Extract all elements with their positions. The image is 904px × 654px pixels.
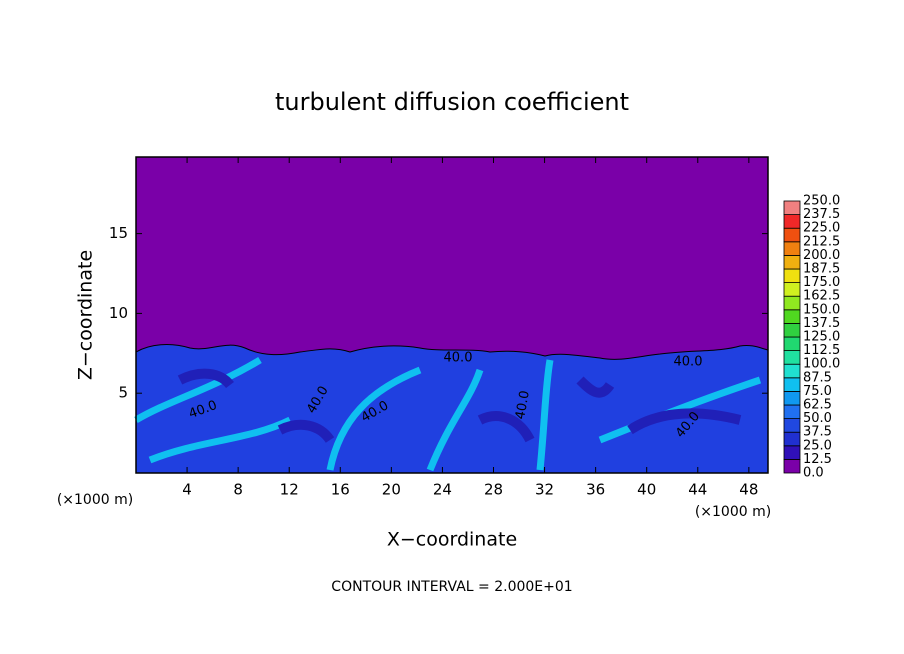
colorbar-label: 250.0 — [803, 194, 840, 209]
colorbar-box — [783, 227, 801, 243]
x-tick-label: 4 — [182, 481, 192, 499]
colorbar-box — [783, 445, 801, 460]
colorbar-box — [783, 254, 801, 270]
colorbar-box — [783, 309, 801, 324]
colorbar-label: 12.5 — [803, 452, 832, 467]
colorbar-label: 137.5 — [803, 316, 840, 331]
x-tick-label: 16 — [331, 481, 350, 499]
colorbar-box — [783, 350, 801, 365]
colorbar-box — [783, 336, 801, 352]
colorbar-box — [783, 390, 801, 406]
colorbar-box — [783, 295, 801, 311]
colorbar-label: 125.0 — [803, 330, 840, 345]
colorbar-box — [783, 268, 801, 284]
colorbar-label: 37.5 — [803, 425, 832, 440]
colorbar-box — [783, 377, 801, 392]
colorbar-label: 25.0 — [803, 438, 832, 453]
colorbar-box — [783, 214, 801, 229]
colorbar-label: 175.0 — [803, 275, 840, 290]
colorbar-label: 200.0 — [803, 248, 840, 263]
contour-field — [134, 156, 769, 474]
field-streak — [134, 356, 762, 472]
colorbar-label: 75.0 — [803, 384, 832, 399]
y-tick-label: 15 — [109, 224, 128, 242]
colorbar-label: 187.5 — [803, 262, 840, 277]
field-patch — [177, 368, 742, 444]
x-tick-label: 24 — [433, 481, 452, 499]
colorbar-label: 237.5 — [803, 207, 840, 222]
colorbar-box — [783, 363, 801, 379]
y-tick-label: 5 — [118, 384, 128, 402]
x-tick-label: 28 — [484, 481, 503, 499]
colorbar-label: 212.5 — [803, 234, 840, 249]
field-region — [135, 344, 769, 474]
colorbar-label: 87.5 — [803, 370, 832, 385]
x-tick-label: 40 — [637, 481, 656, 499]
contour-label: 40.0 — [444, 351, 473, 366]
x-unit-label: (×1000 m) — [57, 492, 133, 508]
contour-label: 40.0 — [674, 355, 703, 370]
x-unit-label: (×1000 m) — [695, 504, 771, 520]
x-tick-label: 36 — [586, 481, 605, 499]
x-tick-label: 12 — [280, 481, 299, 499]
y-axis-label: Z−coordinate — [75, 250, 97, 380]
x-tick-label: 32 — [535, 481, 554, 499]
colorbar-box — [783, 418, 801, 433]
colorbar-box — [783, 458, 801, 474]
colorbar-label: 112.5 — [803, 343, 840, 358]
colorbar-label: 150.0 — [803, 302, 840, 317]
colorbar-box — [783, 241, 801, 256]
colorbar-label: 0.0 — [803, 466, 824, 481]
x-tick-label: 8 — [233, 481, 243, 499]
colorbar-label: 62.5 — [803, 398, 832, 413]
colorbar-label: 162.5 — [803, 289, 840, 304]
colorbar-box — [783, 200, 801, 216]
contour-interval-note: CONTOUR INTERVAL = 2.000E+01 — [331, 579, 572, 595]
contour-label: 40.0 — [513, 389, 533, 420]
colorbar-label: 225.0 — [803, 221, 840, 236]
colorbar-box — [783, 404, 801, 420]
x-tick-label: 44 — [688, 481, 707, 499]
x-axis-label: X−coordinate — [387, 529, 517, 551]
colorbar-box — [783, 431, 801, 447]
colorbar-label: 50.0 — [803, 411, 832, 426]
plot-frame — [135, 156, 769, 474]
y-tick-label: 10 — [109, 304, 128, 322]
colorbar-box — [783, 322, 801, 338]
x-tick-label: 20 — [382, 481, 401, 499]
colorbar-label: 100.0 — [803, 357, 840, 372]
colorbar-box — [783, 282, 801, 297]
x-tick-label: 48 — [739, 481, 758, 499]
chart-title: turbulent diffusion coefficient — [275, 88, 629, 116]
